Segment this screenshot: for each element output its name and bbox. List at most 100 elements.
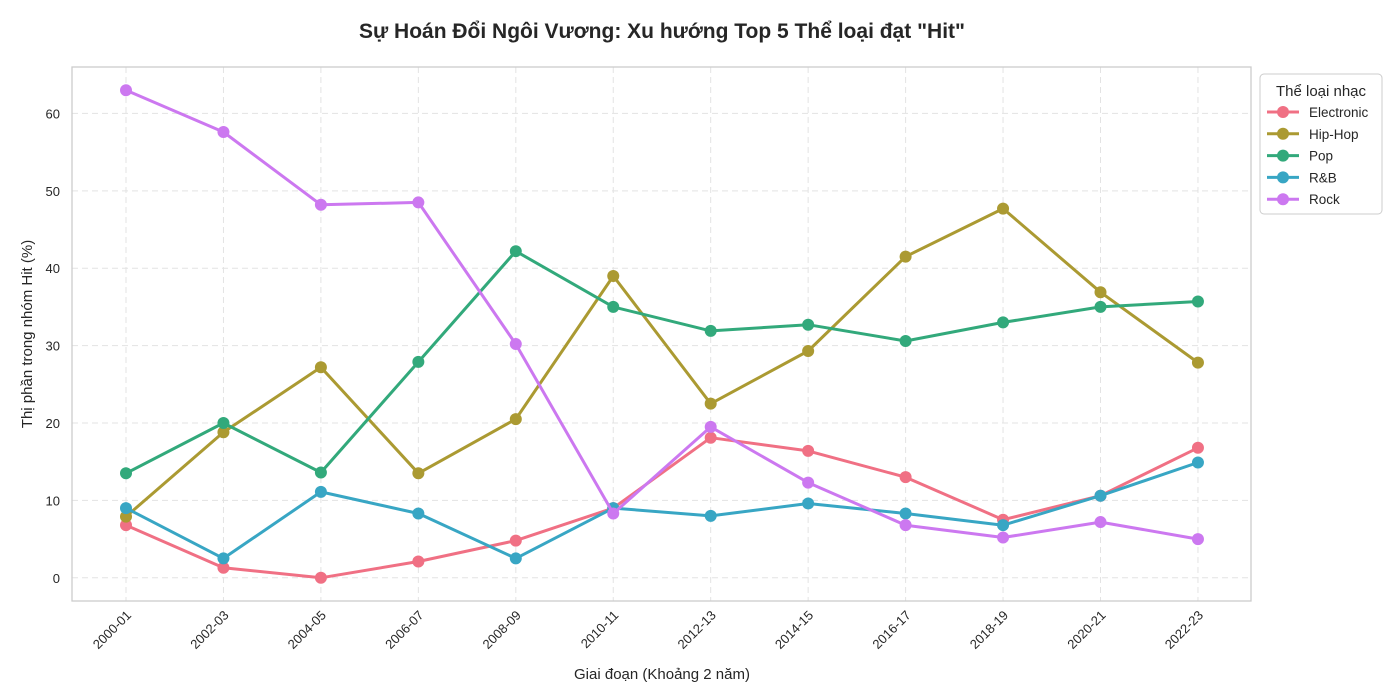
legend-item: Hip-Hop xyxy=(1267,127,1359,142)
grid xyxy=(72,67,1251,601)
data-point xyxy=(120,510,132,523)
series-line xyxy=(124,436,1200,580)
legend-marker xyxy=(1277,127,1289,140)
series-rock xyxy=(120,84,1204,546)
data-point xyxy=(509,245,522,258)
legend-marker xyxy=(1277,149,1289,162)
data-point xyxy=(509,413,522,426)
x-tick-label: 2020-21 xyxy=(1064,608,1108,652)
data-point xyxy=(412,355,425,368)
data-point xyxy=(997,202,1010,215)
series-lines xyxy=(120,84,1204,584)
x-tick-label: 2006-07 xyxy=(382,608,426,652)
data-point xyxy=(1094,300,1107,313)
y-tick-label: 50 xyxy=(46,184,60,199)
x-axis-label: Giai đoạn (Khoảng 2 năm) xyxy=(574,666,750,683)
x-axis-ticks: 2000-01 2002-03 2004-05 2006-07 2008-09 2010-… xyxy=(90,608,1206,652)
legend-marker xyxy=(1277,193,1289,206)
legend-box xyxy=(1259,73,1383,215)
data-point xyxy=(412,196,425,209)
data-point xyxy=(120,84,132,97)
y-axis-label: Thị phần trong nhóm Hit (%) xyxy=(19,240,36,428)
plot-area-frame xyxy=(71,66,1252,602)
legend-item: R&B xyxy=(1267,170,1337,185)
data-point xyxy=(997,316,1010,329)
data-point xyxy=(1191,356,1204,369)
data-point xyxy=(412,507,425,520)
x-tick-label: 2002-03 xyxy=(187,608,231,652)
legend-item: Electronic xyxy=(1267,105,1369,120)
y-tick-label: 0 xyxy=(53,571,60,586)
y-tick-label: 30 xyxy=(46,339,60,354)
data-point xyxy=(1094,489,1107,502)
data-point xyxy=(314,466,327,479)
x-tick-label: 2018-19 xyxy=(967,608,1011,652)
data-point xyxy=(1191,441,1204,454)
data-point xyxy=(1094,286,1107,299)
legend-item: Rock xyxy=(1267,192,1340,207)
legend-label: Electronic xyxy=(1309,105,1369,120)
x-tick-label: 2004-05 xyxy=(285,608,329,652)
data-point xyxy=(802,476,815,489)
x-tick-label: 2022-23 xyxy=(1162,608,1206,652)
series-hip-hop xyxy=(120,202,1204,523)
x-tick-label: 2016-17 xyxy=(869,608,913,652)
legend-marker xyxy=(1277,171,1289,184)
legend-label: R&B xyxy=(1309,170,1337,185)
x-tick-label: 2008-09 xyxy=(480,608,524,652)
x-tick-label: 2014-15 xyxy=(772,608,816,652)
data-point xyxy=(607,507,620,520)
series-pop xyxy=(120,245,1204,480)
chart-title: Sự Hoán Đổi Ngôi Vương: Xu hướng Top 5 T… xyxy=(359,20,965,43)
data-point xyxy=(509,552,522,565)
data-point xyxy=(120,502,132,515)
series-r-b xyxy=(120,456,1204,565)
data-point xyxy=(412,555,425,568)
series-line xyxy=(124,249,1200,475)
data-point xyxy=(217,417,230,429)
data-point xyxy=(314,198,327,211)
data-point xyxy=(704,431,717,444)
data-point xyxy=(802,444,815,457)
data-point xyxy=(704,509,717,522)
y-tick-label: 20 xyxy=(46,416,60,431)
data-point xyxy=(899,250,912,263)
y-tick-label: 10 xyxy=(46,493,60,508)
data-point xyxy=(899,507,912,520)
y-axis-ticks: 0 10 20 30 40 50 60 xyxy=(46,106,60,585)
data-point xyxy=(1191,533,1204,546)
data-point xyxy=(1191,295,1204,308)
y-tick-label: 60 xyxy=(46,106,60,121)
data-point xyxy=(1191,456,1204,469)
data-point xyxy=(704,420,717,433)
data-point xyxy=(899,334,912,347)
data-point xyxy=(997,519,1010,532)
data-point xyxy=(217,552,230,565)
data-point xyxy=(314,571,327,584)
data-point xyxy=(1094,516,1107,529)
series-line xyxy=(124,207,1200,519)
x-tick-label: 2012-13 xyxy=(674,608,718,652)
x-tick-label: 2010-11 xyxy=(578,608,622,652)
data-point xyxy=(412,467,425,480)
data-point xyxy=(997,531,1010,544)
data-point xyxy=(217,126,230,139)
data-point xyxy=(899,471,912,484)
data-point xyxy=(704,324,717,337)
data-point xyxy=(120,519,132,532)
legend-label: Hip-Hop xyxy=(1309,127,1359,142)
data-point xyxy=(802,497,815,510)
data-point xyxy=(217,561,230,574)
legend-title: Thể loại nhạc xyxy=(1276,83,1367,100)
data-point xyxy=(607,269,620,282)
legend-marker xyxy=(1277,106,1289,118)
legend-label: Pop xyxy=(1309,149,1333,164)
data-point xyxy=(120,467,132,480)
data-point xyxy=(314,485,327,498)
legend-item: Pop xyxy=(1267,149,1333,164)
data-point xyxy=(899,519,912,532)
data-point xyxy=(509,534,522,547)
y-tick-label: 40 xyxy=(46,261,60,276)
data-point xyxy=(802,345,815,358)
series-line xyxy=(124,461,1200,560)
